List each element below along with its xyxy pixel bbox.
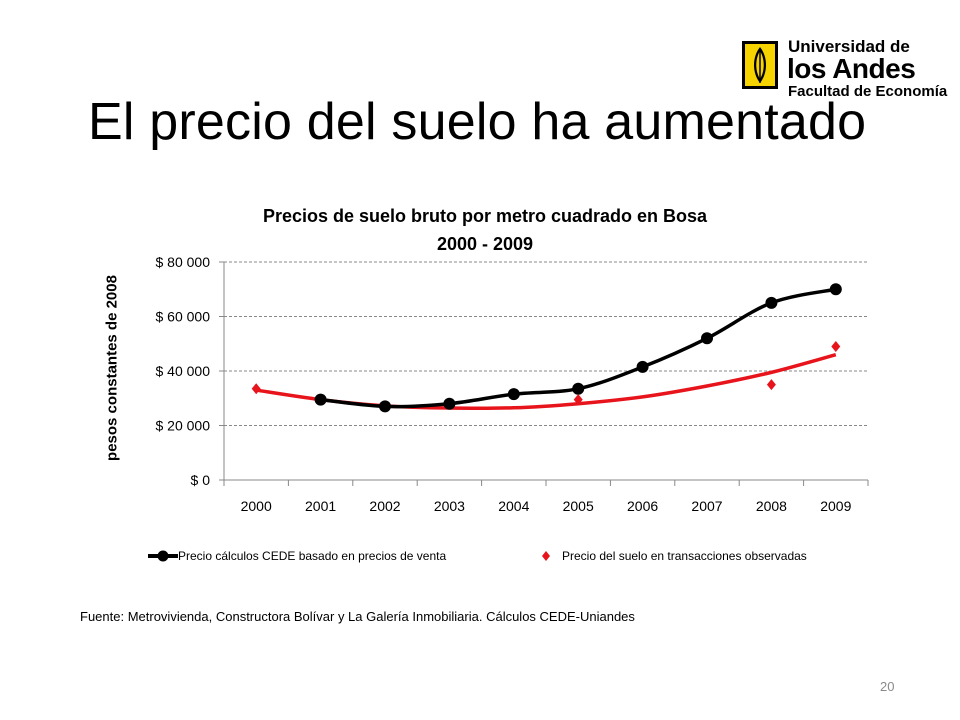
slide-title: El precio del suelo ha aumentado: [88, 93, 867, 151]
logo-line-2: los Andes: [787, 53, 916, 84]
data-point-cede: [572, 382, 585, 395]
trendline: [255, 352, 837, 411]
data-point-cede: [701, 332, 713, 345]
data-point-cede: [829, 283, 842, 296]
data-point-transacciones: [251, 383, 261, 395]
logo-line-3: Facultad de Economía: [788, 83, 948, 100]
legend-item-cede: Precio cálculos CEDE basado en precios d…: [148, 549, 446, 563]
x-tick-label: 2006: [627, 498, 658, 514]
chart-title-line-1: Precios de suelo bruto por metro cuadrad…: [262, 206, 708, 226]
legend-item-transacciones: Precio del suelo en transacciones observ…: [540, 549, 807, 563]
data-point-cede: [443, 397, 456, 410]
university-logo: Universidad de los Andes Facultad de Eco…: [732, 33, 947, 101]
data-point-transacciones: [831, 340, 841, 352]
data-point-cede: [507, 388, 520, 401]
data-point-cede: [314, 393, 327, 406]
data-point-cede: [765, 296, 778, 309]
x-tick-label: 2004: [498, 498, 529, 514]
x-tick-label: 2002: [369, 498, 400, 514]
chart-title: Precios de suelo bruto por metro cuadrad…: [180, 202, 790, 258]
y-tick-label: $ 80 000: [156, 254, 211, 270]
legend-swatch-diamond-icon: [542, 551, 550, 561]
y-tick-label: $ 0: [191, 472, 211, 488]
data-point-transacciones: [766, 379, 776, 391]
x-tick-label: 2001: [305, 498, 336, 514]
data-point-transacciones: [573, 394, 583, 406]
data-point-cede: [636, 360, 649, 373]
x-tick-label: 2007: [691, 498, 722, 514]
logo-line-1: Universidad de: [788, 37, 910, 56]
legend-swatch-circle-icon: [148, 550, 178, 562]
page-number: 20: [880, 679, 895, 694]
data-point-cede: [379, 400, 391, 413]
x-tick-label: 2003: [434, 498, 465, 514]
source-note: Fuente: Metrovivienda, Constructora Bolí…: [80, 609, 635, 624]
x-tick-label: 2008: [756, 498, 787, 514]
legend-label-cede: Precio cálculos CEDE basado en precios d…: [178, 549, 447, 563]
x-tick-label: 2000: [241, 498, 272, 514]
y-tick-label: $ 40 000: [156, 363, 211, 379]
y-tick-label: $ 20 000: [156, 418, 211, 434]
logo-mark-icon: [742, 41, 778, 89]
x-tick-label: 2009: [820, 498, 851, 514]
legend-label-transacciones: Precio del suelo en transacciones observ…: [562, 549, 807, 563]
y-tick-label: $ 60 000: [156, 309, 211, 325]
x-tick-label: 2005: [563, 498, 594, 514]
chart-title-line-2: 2000 - 2009: [436, 234, 534, 254]
